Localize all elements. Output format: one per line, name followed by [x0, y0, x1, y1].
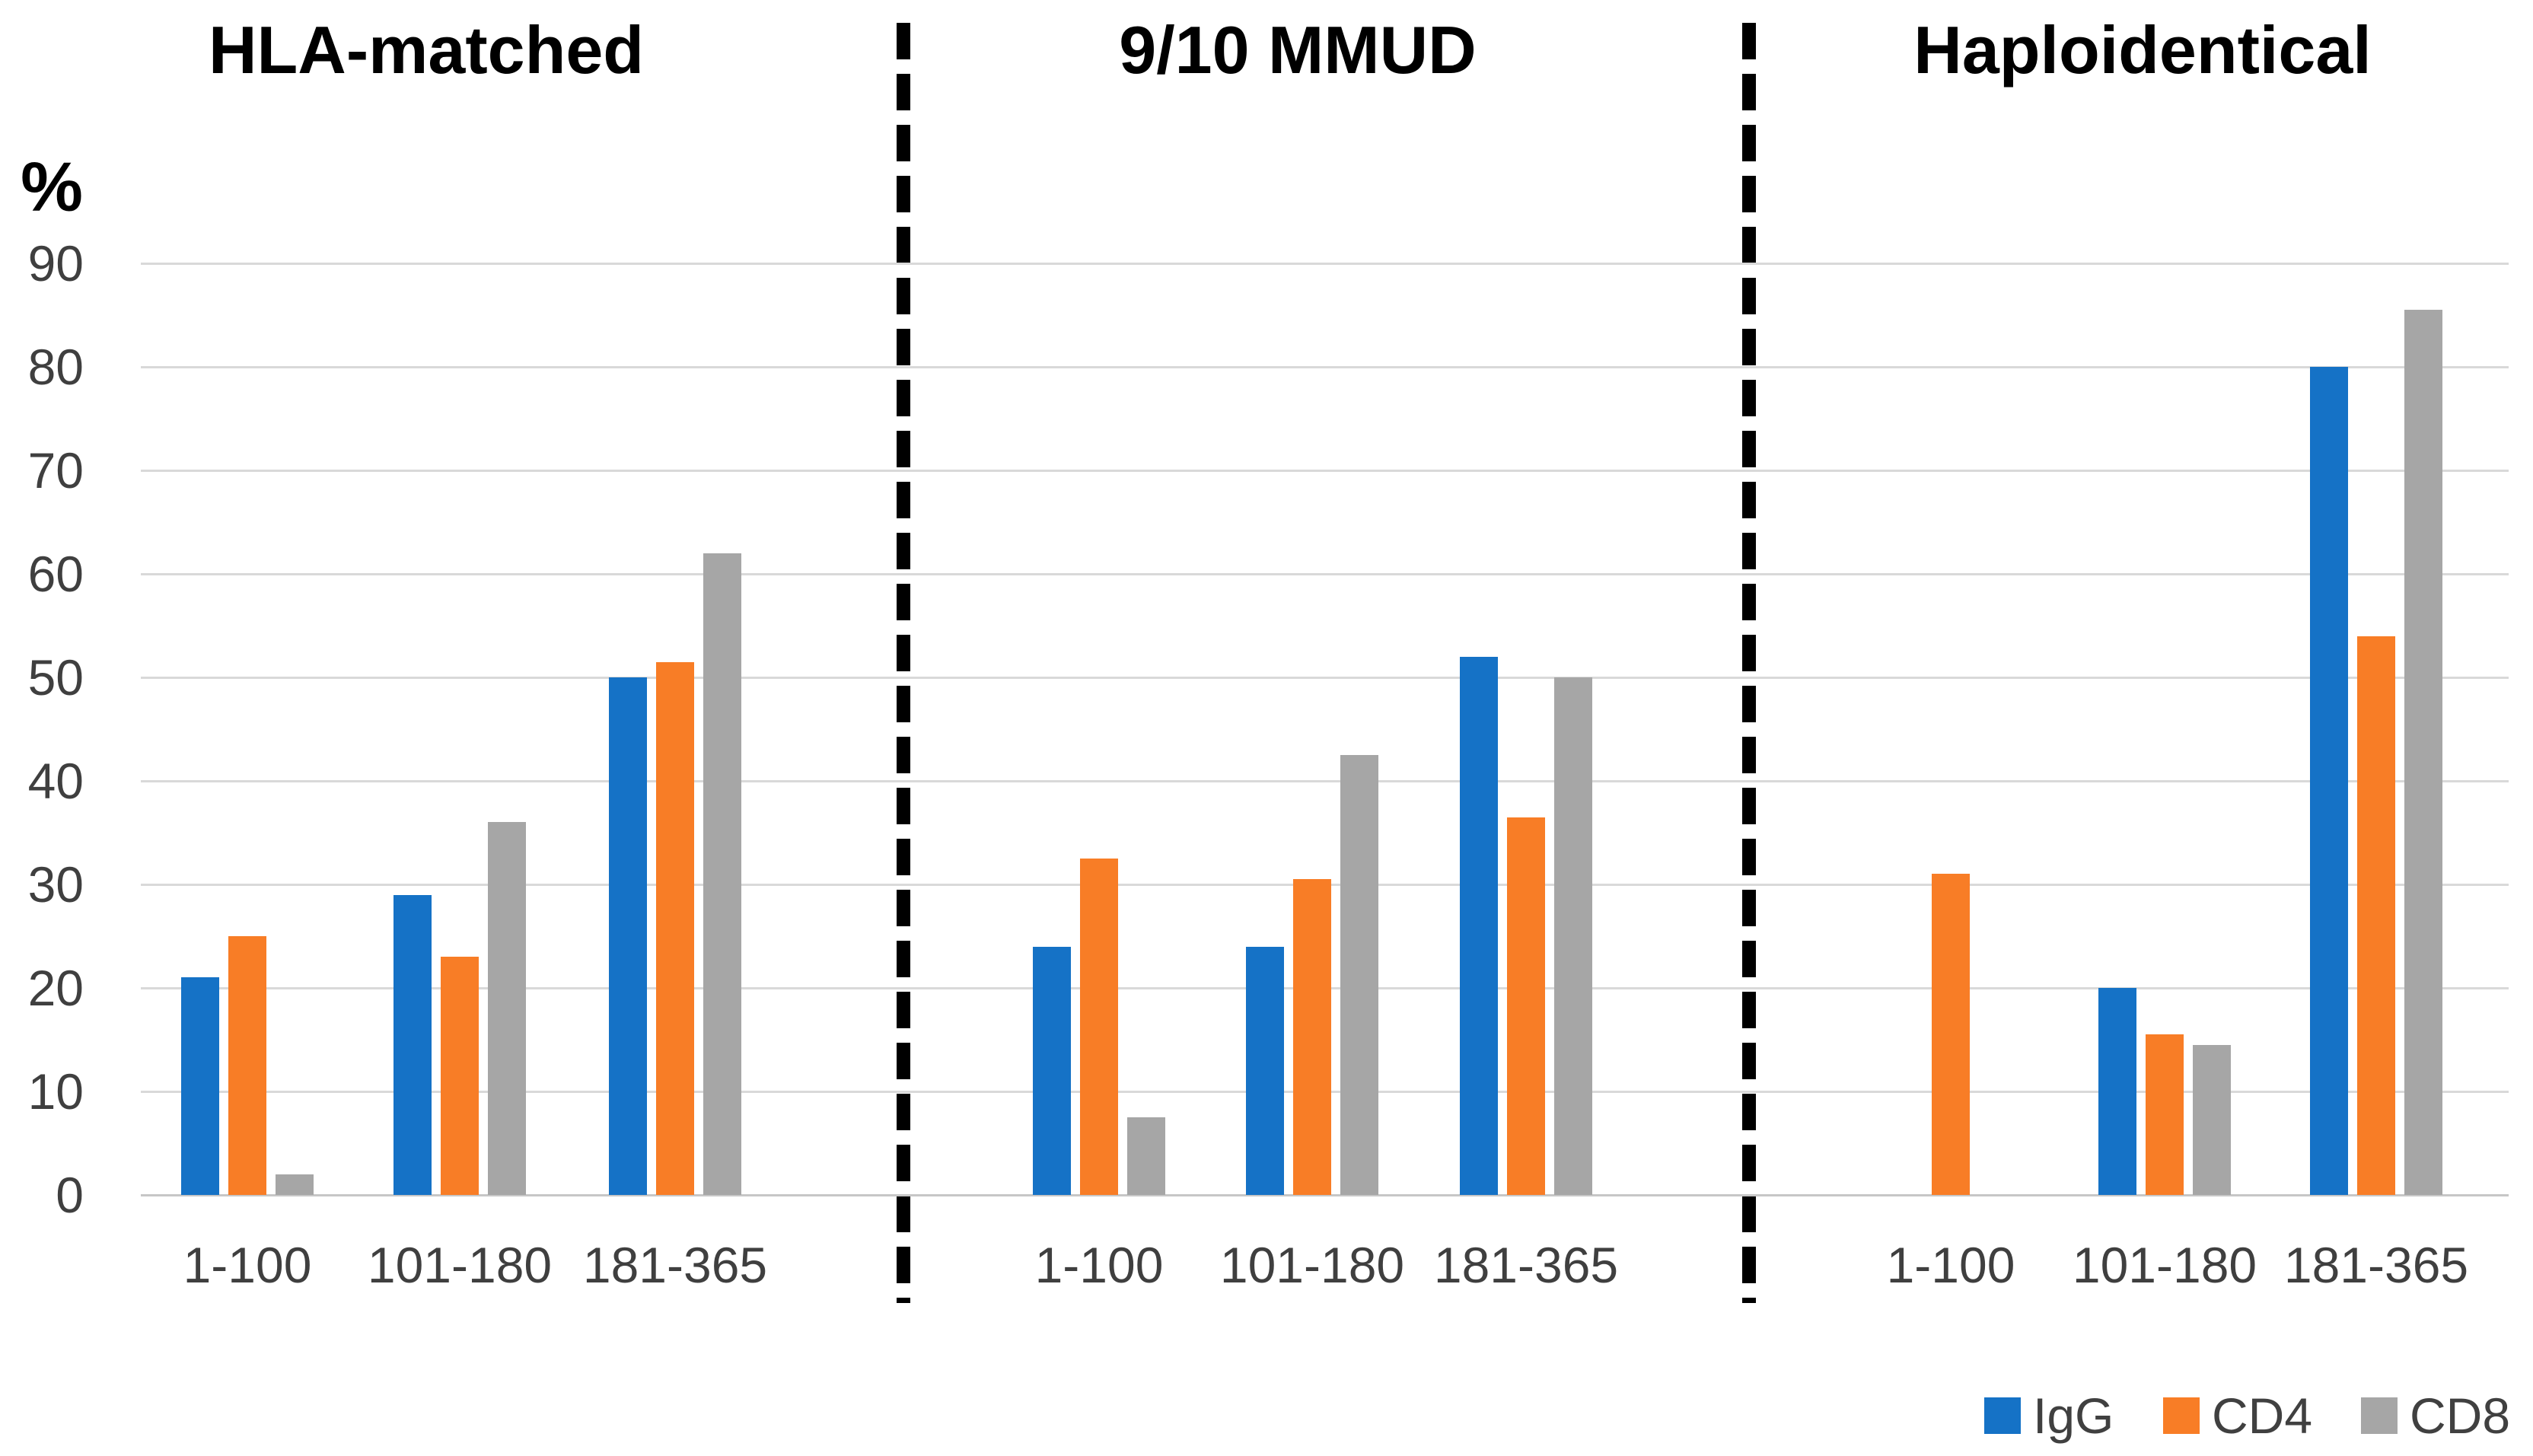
bar-igg-1-100: [181, 977, 219, 1195]
x-tick-label: 101-180: [1219, 1237, 1405, 1293]
bar-cd4-1-100: [1080, 859, 1118, 1195]
panel-separator-2: [1742, 23, 1756, 1303]
gridline: [141, 572, 2509, 575]
gridline: [141, 469, 2509, 472]
bar-cd8-101-180: [2193, 1044, 2231, 1195]
x-tick-label: 1-100: [1034, 1237, 1164, 1293]
legend-swatch-igg-icon: [1984, 1397, 2021, 1434]
y-tick-label: 30: [27, 856, 84, 913]
bar-igg-101-180: [393, 894, 432, 1195]
bar-cd4-101-180: [2146, 1034, 2184, 1195]
gridline: [141, 779, 2509, 782]
y-tick-label: 10: [27, 1063, 84, 1120]
y-tick-label: 60: [27, 546, 84, 602]
legend-swatch-cd4-icon: [2163, 1397, 2200, 1434]
bar-cd4-1-100: [228, 936, 266, 1195]
panel-title-haploidentical: Haploidentical: [1913, 12, 2372, 88]
bar-cd4-181-365: [656, 661, 694, 1195]
panel-separator-1: [897, 23, 910, 1303]
legend-label-cd4: CD4: [2212, 1388, 2313, 1444]
y-tick-label: 90: [27, 235, 84, 292]
gridline: [141, 365, 2509, 368]
y-axis-unit-label: %: [21, 148, 83, 226]
bar-cd8-181-365: [703, 553, 741, 1195]
x-axis-line: [141, 1193, 2509, 1196]
x-tick-label: 1-100: [183, 1237, 312, 1293]
legend-label-igg: IgG: [2033, 1388, 2114, 1444]
bar-igg-181-365: [609, 677, 647, 1195]
x-tick-label: 181-365: [582, 1237, 768, 1293]
bar-cd8-101-180: [1340, 755, 1378, 1195]
legend-item-igg: IgG: [1984, 1390, 2114, 1442]
legend-label-cd8: CD8: [2410, 1388, 2511, 1444]
bar-cd8-181-365: [2404, 310, 2442, 1195]
x-tick-label: 181-365: [1433, 1237, 1619, 1293]
y-tick-label: 20: [27, 960, 84, 1016]
y-tick-label: 80: [27, 339, 84, 395]
x-tick-label: 101-180: [367, 1237, 553, 1293]
bar-cd4-181-365: [2357, 636, 2395, 1195]
bar-igg-181-365: [2310, 367, 2348, 1195]
y-tick-label: 70: [27, 442, 84, 499]
gridline: [141, 262, 2509, 265]
bar-cd8-1-100: [1127, 1117, 1165, 1195]
bar-cd4-181-365: [1507, 817, 1545, 1195]
bar-cd4-101-180: [441, 957, 479, 1195]
y-tick-label: 50: [27, 649, 84, 706]
x-tick-label: 181-365: [2283, 1237, 2469, 1293]
legend-swatch-cd8-icon: [2361, 1397, 2398, 1434]
bar-cd4-101-180: [1293, 879, 1331, 1195]
bar-cd8-1-100: [276, 1174, 314, 1195]
legend-item-cd4: CD4: [2163, 1390, 2312, 1442]
bar-cd4-1-100: [1932, 874, 1970, 1195]
bar-igg-1-100: [1033, 946, 1071, 1195]
panel-title-mmud: 9/10 MMUD: [1119, 12, 1477, 88]
bar-cd8-101-180: [488, 822, 526, 1195]
panel-title-hla-matched: HLA-matched: [208, 12, 645, 88]
x-tick-label: 1-100: [1886, 1237, 2015, 1293]
bar-igg-181-365: [1460, 656, 1498, 1195]
bar-igg-101-180: [2098, 988, 2136, 1195]
y-tick-label: 0: [56, 1167, 84, 1223]
bar-igg-101-180: [1246, 946, 1284, 1195]
gridline: [141, 676, 2509, 679]
legend-item-cd8: CD8: [2361, 1390, 2510, 1442]
x-tick-label: 101-180: [2072, 1237, 2257, 1293]
y-tick-label: 40: [27, 753, 84, 809]
bar-cd8-181-365: [1554, 677, 1592, 1195]
